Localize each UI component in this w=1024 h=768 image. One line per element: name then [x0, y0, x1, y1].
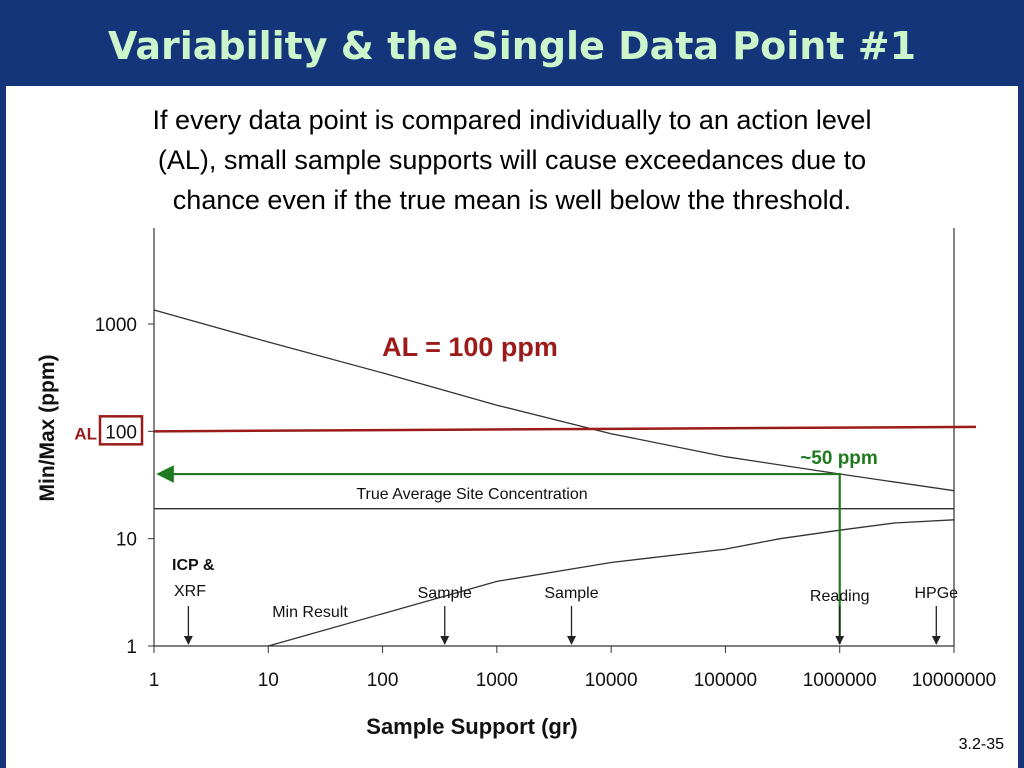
marker-label: Sample — [418, 585, 472, 602]
x-tick-label: 100000 — [694, 670, 757, 691]
true-average-label: True Average Site Concentration — [356, 486, 587, 503]
page-number: 3.2-35 — [958, 736, 1004, 753]
title-bar — [0, 0, 1024, 86]
x-axis-title: Sample Support (gr) — [366, 714, 577, 739]
marker-label: ICP & — [172, 557, 215, 574]
approx-mean-annotation: ~50 ppm — [800, 448, 878, 469]
x-tick-label: 1000000 — [803, 670, 877, 691]
action-level-annotation: AL = 100 ppm — [382, 332, 558, 362]
y-tick-label-al: 100 — [105, 422, 137, 443]
x-tick-label: 10000 — [585, 670, 638, 691]
x-tick-label: 1000 — [476, 670, 518, 691]
slide-title: Variability & the Single Data Point #1 — [107, 24, 917, 68]
max-result-line — [153, 309, 955, 492]
x-tick-label: 10 — [258, 670, 279, 691]
x-tick-label: 100 — [367, 670, 399, 691]
slide-text: If every data point is compared individu… — [0, 100, 1024, 220]
slide-text-line: If every data point is compared individu… — [152, 105, 872, 135]
marker-label: Reading — [810, 588, 870, 605]
action-level-line — [153, 425, 977, 433]
slide-text-line: chance even if the true mean is well bel… — [172, 185, 852, 215]
x-tick-label: 1 — [149, 670, 160, 691]
mean-arrow — [156, 465, 841, 644]
marker-label-line2: XRF — [174, 583, 206, 600]
y-tick-label: 10 — [116, 530, 137, 551]
slide-text-line: (AL), small sample supports will cause e… — [157, 145, 867, 175]
y-axis-title: Min/Max (ppm) — [36, 355, 59, 502]
marker-label: Sample — [544, 585, 598, 602]
marker-label: HPGe — [915, 585, 959, 602]
y-tick-label: 1 — [126, 637, 137, 658]
min-result-line — [268, 519, 955, 647]
al-label: AL — [74, 424, 97, 443]
y-tick-label: 1000 — [95, 315, 137, 336]
min-result-label: Min Result — [272, 604, 348, 621]
x-tick-label: 10000000 — [912, 670, 997, 691]
al-highlight-box — [98, 415, 144, 446]
